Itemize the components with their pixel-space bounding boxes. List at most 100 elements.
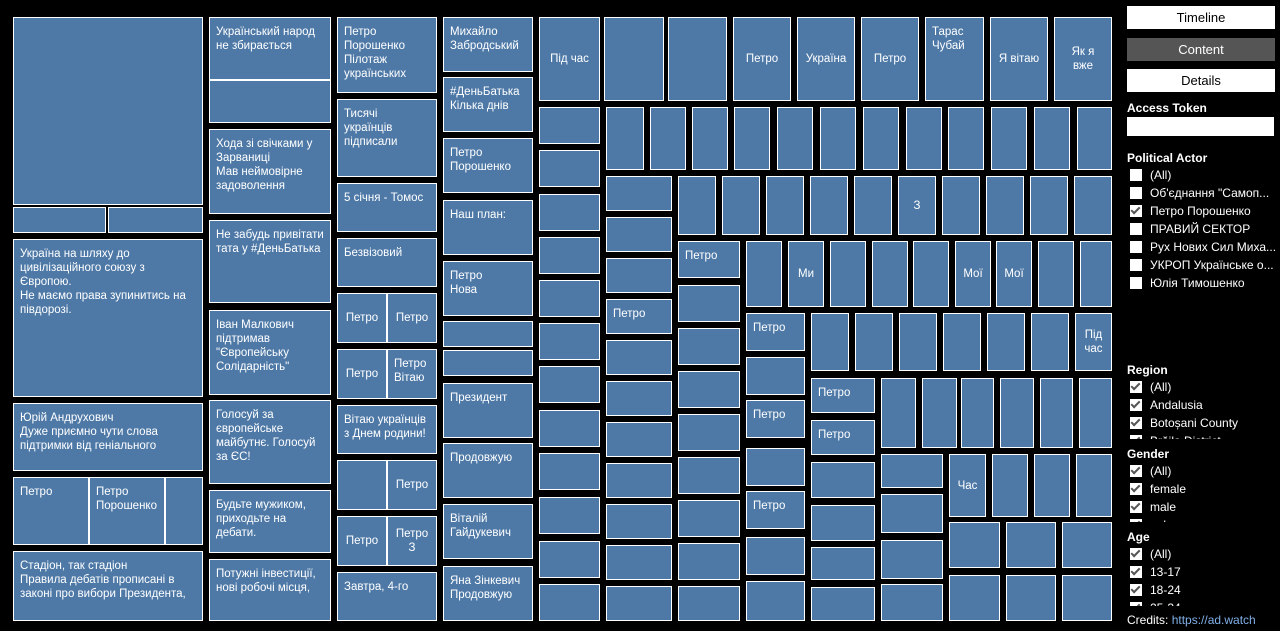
treemap-tile[interactable] — [1062, 522, 1112, 568]
treemap-tile[interactable]: З — [898, 176, 936, 235]
treemap-tile[interactable] — [678, 414, 740, 451]
treemap-tile[interactable] — [668, 17, 727, 101]
treemap-tile[interactable] — [13, 207, 106, 233]
treemap-tile[interactable] — [881, 378, 916, 448]
treemap-tile[interactable] — [604, 17, 664, 101]
treemap-tile[interactable]: #ДеньБатька Кілька днів — [443, 77, 533, 132]
treemap-tile[interactable] — [734, 107, 770, 170]
treemap-tile[interactable] — [539, 150, 600, 187]
treemap-tile[interactable] — [606, 545, 672, 580]
checkbox-checked-icon[interactable] — [1130, 602, 1142, 606]
treemap-tile[interactable] — [906, 107, 942, 170]
filter-option[interactable]: (All) — [1130, 545, 1280, 563]
treemap-tile[interactable] — [922, 378, 957, 448]
checkbox-unchecked-icon[interactable] — [1130, 187, 1142, 199]
treemap-tile[interactable] — [961, 378, 994, 448]
treemap-tile[interactable] — [746, 581, 805, 621]
treemap-tile[interactable] — [692, 107, 728, 170]
checkbox-checked-icon[interactable] — [1130, 205, 1142, 217]
treemap-tile[interactable] — [539, 497, 600, 534]
treemap-tile[interactable] — [942, 176, 980, 235]
filter-option[interactable]: Botoșani County — [1130, 414, 1280, 432]
treemap-tile[interactable] — [606, 107, 644, 170]
treemap-tile[interactable] — [811, 313, 849, 371]
treemap-tile[interactable]: Петро — [337, 293, 387, 343]
treemap-tile[interactable] — [881, 540, 943, 579]
checkbox-checked-icon[interactable] — [1130, 501, 1142, 513]
treemap-tile[interactable]: Продовжую — [443, 443, 533, 498]
treemap-tile[interactable] — [539, 237, 600, 274]
treemap-tile[interactable] — [1079, 378, 1112, 448]
treemap-tile[interactable] — [108, 207, 203, 233]
filter-option[interactable]: male — [1130, 498, 1280, 516]
checkbox-unchecked-icon[interactable] — [1130, 241, 1142, 253]
treemap-tile[interactable] — [766, 176, 804, 235]
filter-option[interactable]: (All) — [1130, 462, 1280, 480]
treemap-tile[interactable]: Петро Вітаю — [387, 349, 437, 399]
filter-option[interactable]: female — [1130, 480, 1280, 498]
checkbox-unchecked-icon[interactable] — [1130, 277, 1142, 289]
treemap-tile[interactable] — [1031, 313, 1069, 371]
treemap-tile[interactable] — [746, 448, 805, 486]
treemap-tile[interactable]: Хода зі свічками у Зарваниці Мав неймові… — [209, 129, 331, 214]
treemap-tile[interactable] — [881, 454, 943, 488]
checkbox-unchecked-icon[interactable] — [1130, 223, 1142, 235]
treemap-tile[interactable]: Не забудь привітати тата у #ДеньБатька — [209, 220, 331, 303]
treemap-tile[interactable] — [948, 107, 984, 170]
treemap-tile[interactable]: Тисячі українців підписали — [337, 99, 437, 177]
checkbox-unchecked-icon[interactable] — [1130, 169, 1142, 181]
treemap-tile[interactable] — [678, 500, 740, 537]
treemap-tile[interactable] — [746, 357, 805, 395]
treemap-tile[interactable] — [1034, 107, 1070, 170]
treemap-tile[interactable] — [539, 366, 600, 403]
treemap-tile[interactable] — [678, 328, 740, 365]
treemap-tile[interactable] — [1076, 454, 1112, 517]
filter-option[interactable]: ПРАВИЙ СЕКТОР — [1130, 220, 1280, 238]
treemap-tile[interactable]: Петро — [337, 516, 387, 566]
treemap-tile[interactable]: Петро — [13, 477, 89, 545]
treemap-tile[interactable] — [606, 422, 672, 457]
treemap-tile[interactable]: Петро Нова — [443, 261, 533, 316]
treemap-tile[interactable]: Мої — [955, 241, 991, 307]
treemap-tile[interactable] — [606, 176, 672, 211]
treemap-tile[interactable] — [539, 410, 600, 447]
treemap-tile[interactable] — [165, 477, 203, 545]
treemap-tile[interactable]: Петро — [811, 378, 875, 413]
treemap-tile[interactable] — [992, 454, 1028, 517]
treemap-tile[interactable] — [1062, 575, 1112, 621]
treemap-tile[interactable] — [777, 107, 813, 170]
treemap-tile[interactable] — [606, 381, 672, 416]
filter-option[interactable]: Петро Порошенко — [1130, 202, 1280, 220]
treemap-tile[interactable] — [678, 586, 740, 621]
treemap-tile[interactable]: Україна — [797, 17, 855, 101]
treemap-tile[interactable] — [678, 285, 740, 322]
treemap-tile[interactable]: Петро Порошенко — [89, 477, 165, 545]
treemap-tile[interactable]: Будьте мужиком, приходьте на дебати. — [209, 490, 331, 553]
treemap-tile[interactable] — [746, 537, 805, 575]
treemap-tile[interactable]: Петро Порошенко — [443, 138, 533, 193]
checkbox-checked-icon[interactable] — [1130, 548, 1142, 560]
treemap-tile[interactable] — [1030, 176, 1068, 235]
checkbox-checked-icon[interactable] — [1130, 519, 1142, 522]
treemap-tile[interactable]: Потужні інвестиції, нові робочі місця, — [209, 559, 331, 621]
treemap-tile[interactable] — [1000, 378, 1034, 448]
treemap-tile[interactable] — [1077, 107, 1112, 170]
treemap-tile[interactable]: 5 січня - Томос — [337, 183, 437, 232]
treemap-tile[interactable] — [539, 280, 600, 317]
treemap-tile[interactable]: Ми — [788, 241, 824, 307]
content-button[interactable]: Content — [1127, 38, 1275, 61]
treemap-tile[interactable]: Петро — [861, 17, 919, 101]
treemap-tile[interactable]: Петро — [606, 299, 672, 334]
treemap-tile[interactable] — [1080, 241, 1112, 307]
treemap-tile[interactable] — [872, 241, 908, 307]
access-token-input[interactable] — [1127, 117, 1274, 136]
treemap-tile[interactable] — [606, 217, 672, 252]
treemap-tile[interactable] — [678, 371, 740, 408]
treemap-tile[interactable] — [811, 462, 875, 498]
treemap-tile[interactable]: Завтра, 4-го — [337, 572, 437, 621]
treemap-tile[interactable] — [650, 107, 686, 170]
treemap-tile[interactable]: Петро — [387, 293, 437, 343]
treemap-tile[interactable] — [746, 241, 782, 307]
treemap-tile[interactable]: Михайло Забродський — [443, 17, 533, 72]
filter-option[interactable]: Об'єднання "Самоп... — [1130, 184, 1280, 202]
